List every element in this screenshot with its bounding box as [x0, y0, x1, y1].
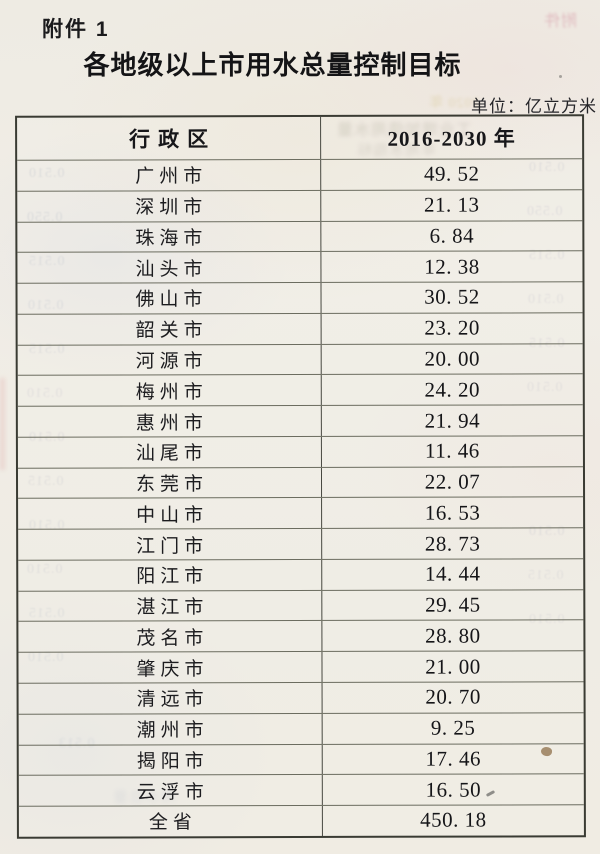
table-row: 茂名市 28. 80: [18, 619, 584, 652]
value-cell: 23. 20: [424, 315, 480, 340]
table-row: 佛山市 30. 52: [17, 281, 583, 314]
table-row: 肇庆市 21. 00: [18, 650, 584, 683]
table-row: 珠海市 6. 84: [17, 219, 583, 253]
paper-dot: [559, 75, 562, 78]
table-row: 广州市 49. 52: [17, 158, 583, 191]
value-cell: 24. 20: [424, 377, 481, 402]
table-row: 中山市 16. 53: [18, 496, 584, 529]
value-cell: 450. 18: [420, 807, 487, 833]
region-cell: 肇庆市: [18, 652, 323, 683]
region-cell: 佛山市: [17, 283, 322, 314]
region-cell: 潮州市: [18, 713, 323, 745]
region-cell: 珠海市: [17, 221, 322, 253]
value-cell: 16. 53: [424, 500, 481, 525]
value-cell: 21. 13: [423, 192, 480, 217]
table-row: 韶关市 23. 20: [17, 312, 583, 345]
page-title: 各地级以上市用水总量控制目标: [83, 50, 462, 80]
region-cell: 全省: [18, 806, 323, 837]
region-cell: 深圳市: [17, 190, 322, 222]
table-row: 潮州市 9. 25: [18, 712, 584, 745]
table-row: 云浮市 16. 50: [18, 773, 584, 806]
value-cell: 20. 00: [424, 346, 480, 371]
region-cell: 阳江市: [18, 559, 323, 591]
value-cell: 28. 73: [424, 531, 481, 556]
region-cell: 中山市: [18, 498, 323, 529]
table-row: 揭阳市 17. 46: [18, 742, 584, 776]
table-row: 清远市 20. 70: [18, 681, 584, 714]
value-cell: 17. 46: [425, 746, 482, 771]
value-cell: 14. 44: [424, 561, 481, 587]
region-cell: 云浮市: [18, 775, 323, 806]
column-header-period: 2016-2030 年: [387, 126, 516, 151]
value-cell: 16. 50: [425, 777, 482, 802]
region-cell: 梅州市: [17, 375, 322, 406]
table-row: 河源市 20. 00: [17, 342, 583, 376]
table-row: 惠州市 21. 94: [17, 404, 583, 437]
value-cell: 21. 00: [425, 654, 481, 679]
table-row: 深圳市 21. 13: [17, 189, 583, 222]
region-cell: 惠州市: [17, 406, 322, 437]
region-cell: 汕尾市: [17, 436, 322, 468]
table-row: 湛江市 29. 45: [18, 588, 584, 622]
bleedthrough-text: 附件: [543, 13, 578, 30]
value-cell: 21. 94: [424, 408, 481, 433]
table-row: 汕头市 12. 38: [17, 250, 583, 283]
value-cell: 6. 84: [429, 223, 475, 248]
value-cell: 29. 45: [425, 592, 481, 617]
value-cell: 28. 80: [425, 623, 481, 648]
region-cell: 江门市: [18, 529, 323, 560]
water-targets-table: 行政区 2016-2030 年 广州市 49. 52 深圳市 21. 13 珠海市 6. …: [15, 114, 586, 839]
table-row: 梅州市 24. 20: [17, 373, 583, 406]
region-cell: 揭阳市: [18, 744, 323, 776]
column-header-region: 行政区: [17, 116, 322, 160]
region-cell: 汕头市: [17, 252, 322, 283]
value-cell: 30. 52: [424, 284, 480, 310]
table-total-row: 全省 450. 18: [18, 804, 584, 837]
region-cell: 湛江市: [18, 590, 323, 622]
value-cell: 49. 52: [423, 161, 480, 187]
region-cell: 广州市: [17, 159, 322, 191]
value-cell: 20. 70: [425, 684, 481, 710]
region-cell: 东莞市: [17, 467, 323, 499]
table-row: 汕尾市 11. 46: [17, 435, 583, 468]
attachment-label: 附件 1: [42, 18, 110, 41]
region-cell: 河源市: [17, 344, 322, 376]
value-cell: 9. 25: [430, 715, 476, 740]
value-cell: 11. 46: [425, 438, 480, 463]
table-row: 江门市 28. 73: [18, 527, 584, 560]
scan-streak: [0, 378, 5, 470]
table-header-row: 行政区 2016-2030 年: [17, 116, 582, 160]
unit-note: 单位：亿立方米: [471, 97, 597, 116]
region-cell: 茂名市: [18, 621, 323, 652]
region-cell: 清远市: [18, 682, 323, 714]
table-row: 东莞市 22. 07: [17, 465, 584, 499]
value-cell: 12. 38: [424, 254, 480, 279]
region-cell: 韶关市: [17, 313, 322, 345]
table-row: 阳江市 14. 44: [18, 558, 584, 591]
value-cell: 22. 07: [424, 469, 481, 494]
